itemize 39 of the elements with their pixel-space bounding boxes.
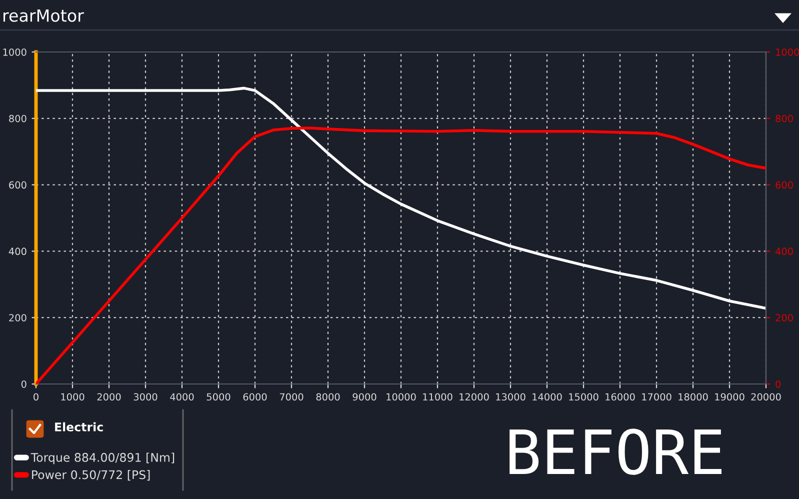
x-tick-label: 17000 [642, 393, 672, 401]
text: BEFORE [510, 428, 722, 475]
y2-tick-label: 0 [776, 380, 781, 388]
x-tick-label: 5000 [206, 393, 230, 401]
chart-title: rearMotor [4, 9, 84, 22]
x-tick-label: 9000 [352, 393, 376, 401]
y2-tick-label: 1000 [776, 48, 799, 56]
y2-tick-label: 200 [776, 314, 793, 322]
legend-label: Power 0.50/772 [PS] [32, 470, 150, 481]
x-tick-label: 10000 [386, 393, 416, 401]
x-tick-label: 3000 [134, 393, 158, 401]
y2-tick-label: 800 [776, 114, 793, 122]
x-tick-label: 1000 [61, 393, 84, 401]
x-tick-label: 16000 [606, 393, 635, 401]
x-tick-label: 15000 [569, 393, 598, 401]
x-tick-label: 0 [34, 393, 38, 401]
y-tick-label: 400 [8, 248, 26, 256]
legend-label: Torque 884.00/891 [Nm] [30, 452, 174, 464]
x-tick-label: 12000 [460, 393, 489, 401]
y-tick-label: 0 [21, 380, 26, 388]
x-tick-label: 20000 [751, 393, 781, 401]
y-tick-label: 200 [9, 314, 26, 322]
x-tick-label: 18000 [678, 393, 708, 401]
legend-title: Electric [55, 422, 103, 432]
y-tick-label: 800 [9, 114, 26, 122]
x-tick-label: 13000 [496, 393, 526, 401]
x-tick-label: 2000 [97, 393, 121, 401]
y2-tick-label: 600 [776, 181, 793, 189]
x-tick-label: 7000 [280, 393, 304, 401]
x-tick-label: 8000 [316, 393, 340, 401]
x-tick-label: 14000 [532, 393, 562, 401]
x-tick-label: 6000 [243, 393, 267, 401]
x-tick-label: 11000 [423, 393, 452, 401]
x-tick-label: 4000 [170, 393, 194, 401]
line-series [36, 86, 766, 310]
x-tick-label: 19000 [715, 393, 744, 401]
y2-tick-label: 400 [776, 248, 793, 256]
y-tick-label: 600 [9, 181, 26, 189]
y-tick-label: 1000 [3, 48, 26, 56]
